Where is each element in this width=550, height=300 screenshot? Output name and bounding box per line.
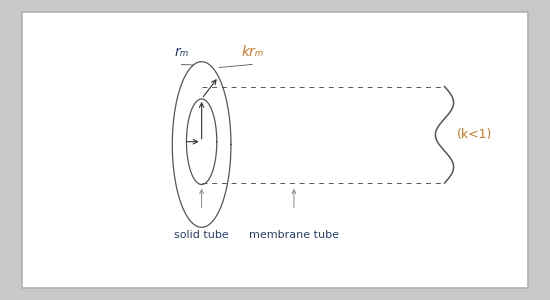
Text: rₘ: rₘ: [174, 45, 189, 59]
Text: krₘ: krₘ: [241, 45, 263, 59]
Text: membrane tube: membrane tube: [249, 230, 339, 240]
Text: solid tube: solid tube: [174, 230, 229, 240]
Text: (k<1): (k<1): [457, 128, 493, 141]
